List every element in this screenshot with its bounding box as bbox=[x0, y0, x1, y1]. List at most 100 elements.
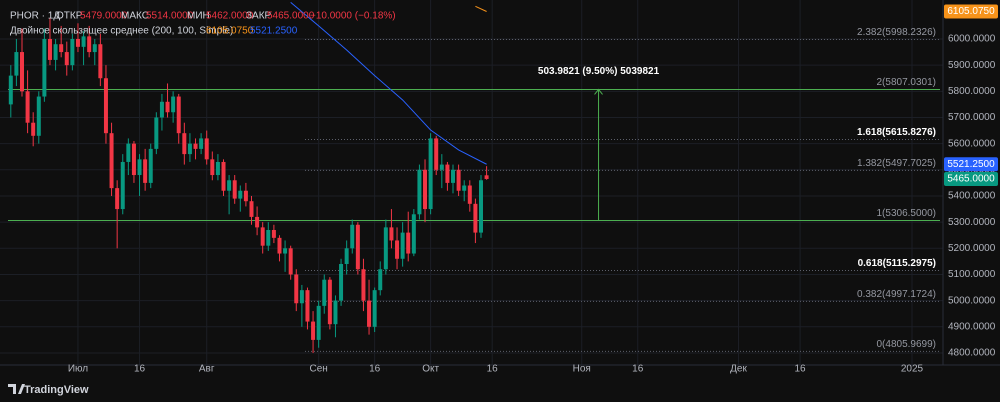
candle-body bbox=[478, 180, 483, 233]
candle-body bbox=[322, 279, 327, 306]
candle-body bbox=[221, 161, 226, 191]
candle-body bbox=[372, 290, 377, 327]
x-tick-label: Авг bbox=[199, 364, 215, 375]
candle-body bbox=[53, 44, 58, 60]
candle-body bbox=[137, 159, 142, 176]
candle-body bbox=[333, 300, 338, 325]
brand: TradingView bbox=[8, 384, 89, 396]
candle-body bbox=[14, 52, 19, 76]
fib-label: 2(5807.0301) bbox=[877, 77, 937, 88]
candle-body bbox=[378, 269, 383, 291]
x-tick-label: 16 bbox=[369, 364, 381, 375]
x-tick-label: Ноя bbox=[573, 364, 591, 375]
y-tick-label: 4800.0000 bbox=[948, 348, 996, 359]
measure-label: 503.9821 (9.50%) 5039821 bbox=[538, 66, 660, 77]
y-tick-label: 5900.0000 bbox=[948, 60, 996, 71]
fib-label: 0(4805.9699) bbox=[877, 339, 937, 350]
candle-body bbox=[350, 224, 355, 249]
y-tick-label: 5700.0000 bbox=[948, 112, 996, 123]
candle-body bbox=[120, 161, 125, 210]
candle-body bbox=[439, 164, 444, 170]
header: PHOR · 1Д ОТКР 5479.0000 МАКС 5514.0000 … bbox=[10, 11, 396, 37]
candle-body bbox=[260, 227, 265, 246]
x-tick-label: Окт bbox=[422, 364, 439, 375]
candle-body bbox=[148, 148, 153, 183]
low-label: МИН bbox=[187, 11, 210, 22]
candle-body bbox=[47, 38, 52, 60]
x-tick-label: 16 bbox=[134, 364, 146, 375]
x-tick-label: Дек bbox=[730, 364, 747, 375]
candle-body bbox=[266, 229, 271, 246]
candle-body bbox=[299, 290, 304, 304]
candle-body bbox=[417, 169, 422, 215]
candle-body bbox=[8, 75, 13, 105]
price-badge bbox=[944, 171, 998, 186]
candle-body bbox=[462, 185, 467, 191]
fib-label: 1.618(5615.8276) bbox=[857, 127, 936, 138]
candle-body bbox=[92, 44, 97, 53]
moving-average bbox=[290, 1, 487, 165]
ma2-value: 5521.2500 bbox=[250, 26, 298, 37]
candle-body bbox=[227, 180, 232, 191]
fib-label: 0.618(5115.2975) bbox=[858, 258, 936, 269]
open: 5479.0000 bbox=[80, 11, 128, 22]
y-tick-label: 5400.0000 bbox=[948, 191, 996, 202]
candle-body bbox=[294, 274, 299, 304]
candle-body bbox=[204, 138, 209, 160]
brand-name: TradingView bbox=[24, 384, 89, 396]
x-tick-label: 16 bbox=[487, 364, 499, 375]
close: 5465.0000 bbox=[267, 11, 315, 22]
candle-body bbox=[103, 78, 108, 134]
price-badge-label: 5521.2500 bbox=[947, 159, 995, 170]
candle-body bbox=[109, 133, 114, 189]
candle-body bbox=[87, 36, 92, 53]
price-badge-label: 5465.0000 bbox=[947, 174, 995, 185]
candle-body bbox=[115, 188, 120, 210]
candle-body bbox=[154, 117, 159, 149]
candle-body bbox=[232, 180, 237, 199]
candle-body bbox=[193, 143, 198, 149]
candle-body bbox=[70, 38, 75, 66]
candle-body bbox=[473, 203, 478, 233]
logo bbox=[8, 384, 25, 394]
candle-body bbox=[428, 138, 433, 210]
candle-body bbox=[467, 185, 472, 204]
candle-body bbox=[176, 96, 181, 134]
candle-body bbox=[423, 169, 428, 210]
fib-label: 2.382(5998.2326) bbox=[857, 27, 936, 38]
candle-body bbox=[271, 229, 276, 238]
x-tick-label: Июл bbox=[68, 364, 88, 375]
candle-body bbox=[187, 143, 192, 155]
candle-body bbox=[355, 224, 360, 270]
candle-body bbox=[64, 52, 69, 66]
close-label: ЗАКР bbox=[246, 11, 272, 22]
candle-body bbox=[456, 169, 461, 191]
candle-body bbox=[400, 232, 405, 259]
candle-body bbox=[311, 321, 316, 340]
candle-body bbox=[434, 138, 439, 170]
candle-body bbox=[165, 101, 170, 113]
y-tick-label: 5800.0000 bbox=[948, 86, 996, 97]
candle-body bbox=[19, 52, 24, 92]
y-tick-label: 5000.0000 bbox=[948, 295, 996, 306]
candle-body bbox=[283, 248, 288, 254]
candle-body bbox=[42, 38, 47, 97]
candle-body bbox=[171, 96, 176, 113]
candle-body bbox=[59, 44, 64, 53]
candle-body bbox=[344, 248, 349, 265]
price-badge-label: 6105.0750 bbox=[947, 6, 995, 17]
x-tick-label: Сен bbox=[310, 364, 328, 375]
high: 5514.0000 bbox=[146, 11, 194, 22]
y-tick-label: 5300.0000 bbox=[948, 217, 996, 228]
candle-body bbox=[288, 248, 293, 275]
x-tick-label: 2025 bbox=[901, 364, 924, 375]
candle-body bbox=[143, 159, 148, 183]
plot bbox=[8, 1, 940, 353]
y-tick-label: 6000.0000 bbox=[948, 34, 996, 45]
candle-body bbox=[411, 214, 416, 254]
candle-body bbox=[210, 159, 215, 176]
candle-body bbox=[395, 240, 400, 259]
